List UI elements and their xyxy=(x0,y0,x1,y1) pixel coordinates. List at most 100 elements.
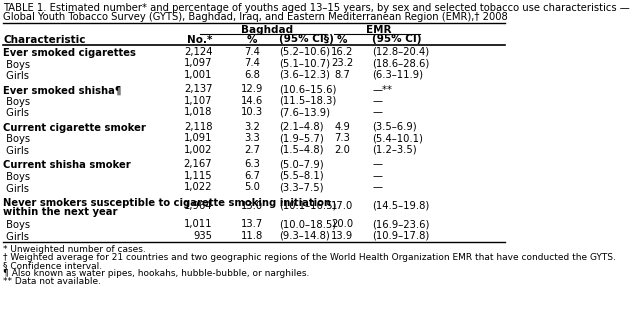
Text: 2,137: 2,137 xyxy=(184,84,212,94)
Text: Boys: Boys xyxy=(3,60,30,70)
Text: 2.7: 2.7 xyxy=(244,145,260,155)
Text: Girls: Girls xyxy=(3,232,29,242)
Text: Girls: Girls xyxy=(3,71,29,81)
Text: Baghdad: Baghdad xyxy=(242,25,294,35)
Text: (95% CI§): (95% CI§) xyxy=(279,34,334,44)
Text: 3.2: 3.2 xyxy=(244,122,260,132)
Text: (95% CI): (95% CI) xyxy=(372,34,422,44)
Text: (9.3–14.8): (9.3–14.8) xyxy=(279,231,329,241)
Text: (10.0–18.5): (10.0–18.5) xyxy=(279,219,336,229)
Text: 12.9: 12.9 xyxy=(241,84,263,94)
Text: (18.6–28.6): (18.6–28.6) xyxy=(372,58,429,68)
Text: * Unweighted number of cases.: * Unweighted number of cases. xyxy=(3,246,146,255)
Text: 1,097: 1,097 xyxy=(184,58,212,68)
Text: (1.5–4.8): (1.5–4.8) xyxy=(279,145,324,155)
Text: (5.2–10.6): (5.2–10.6) xyxy=(279,47,330,57)
Text: ¶ Also known as water pipes, hookahs, hubble-bubble, or narghiles.: ¶ Also known as water pipes, hookahs, hu… xyxy=(3,270,310,278)
Text: —**: —** xyxy=(372,84,392,94)
Text: ** Data not available.: ** Data not available. xyxy=(3,278,101,286)
Text: (10.1–16.5): (10.1–16.5) xyxy=(279,201,337,211)
Text: 4.9: 4.9 xyxy=(335,122,350,132)
Text: 1,018: 1,018 xyxy=(184,107,212,117)
Text: Boys: Boys xyxy=(3,220,30,231)
Text: 13.9: 13.9 xyxy=(331,231,353,241)
Text: —: — xyxy=(372,182,383,192)
Text: 1,107: 1,107 xyxy=(184,96,212,106)
Text: Boys: Boys xyxy=(3,97,30,107)
Text: 6.3: 6.3 xyxy=(244,159,260,169)
Text: Girls: Girls xyxy=(3,108,29,118)
Text: (3.3–7.5): (3.3–7.5) xyxy=(279,182,324,192)
Text: No.*: No.* xyxy=(187,35,212,45)
Text: (3.5–6.9): (3.5–6.9) xyxy=(372,122,417,132)
Text: within the next year: within the next year xyxy=(3,207,118,217)
Text: 7.4: 7.4 xyxy=(244,58,260,68)
Text: (6.3–11.9): (6.3–11.9) xyxy=(372,70,424,80)
Text: (5.0–7.9): (5.0–7.9) xyxy=(279,159,324,169)
Text: (10.6–15.6): (10.6–15.6) xyxy=(279,84,337,94)
Text: 1,115: 1,115 xyxy=(184,171,212,181)
Text: Boys: Boys xyxy=(3,135,30,145)
Text: Ever smoked cigarettes: Ever smoked cigarettes xyxy=(3,48,136,58)
Text: —: — xyxy=(372,107,383,117)
Text: TABLE 1. Estimated number* and percentage of youths aged 13–15 years, by sex and: TABLE 1. Estimated number* and percentag… xyxy=(3,3,630,13)
Text: 1,091: 1,091 xyxy=(184,133,212,143)
Text: 1,964: 1,964 xyxy=(184,201,212,211)
Text: 2,118: 2,118 xyxy=(184,122,212,132)
Text: Boys: Boys xyxy=(3,172,30,182)
Text: (1.9–5.7): (1.9–5.7) xyxy=(279,133,324,143)
Text: § Confidence interval.: § Confidence interval. xyxy=(3,262,103,271)
Text: 10.3: 10.3 xyxy=(241,107,263,117)
Text: —: — xyxy=(372,96,383,106)
Text: 2.0: 2.0 xyxy=(335,145,350,155)
Text: 20.0: 20.0 xyxy=(331,219,353,229)
Text: (1.2–3.5): (1.2–3.5) xyxy=(372,145,417,155)
Text: 1,002: 1,002 xyxy=(184,145,212,155)
Text: (7.6–13.9): (7.6–13.9) xyxy=(279,107,330,117)
Text: 1,022: 1,022 xyxy=(184,182,212,192)
Text: %: % xyxy=(247,35,257,45)
Text: Global Youth Tobacco Survey (GYTS), Baghdad, Iraq, and Eastern Mediterranean Reg: Global Youth Tobacco Survey (GYTS), Bagh… xyxy=(3,12,508,22)
Text: 1,001: 1,001 xyxy=(184,70,212,80)
Text: Current cigarette smoker: Current cigarette smoker xyxy=(3,123,146,133)
Text: 11.8: 11.8 xyxy=(241,231,263,241)
Text: † Weighted average for 21 countries and two geographic regions of the World Heal: † Weighted average for 21 countries and … xyxy=(3,254,616,263)
Text: (5.4–10.1): (5.4–10.1) xyxy=(372,133,423,143)
Text: (14.5–19.8): (14.5–19.8) xyxy=(372,201,429,211)
Text: 935: 935 xyxy=(194,231,212,241)
Text: 8.7: 8.7 xyxy=(335,70,350,80)
Text: —: — xyxy=(372,159,383,169)
Text: (2.1–4.8): (2.1–4.8) xyxy=(279,122,324,132)
Text: Ever smoked shisha¶: Ever smoked shisha¶ xyxy=(3,85,121,95)
Text: (5.5–8.1): (5.5–8.1) xyxy=(279,171,324,181)
Text: Characteristic: Characteristic xyxy=(3,35,86,45)
Text: —: — xyxy=(372,171,383,181)
Text: (11.5–18.3): (11.5–18.3) xyxy=(279,96,336,106)
Text: 6.8: 6.8 xyxy=(244,70,260,80)
Text: 7.3: 7.3 xyxy=(335,133,350,143)
Text: 17.0: 17.0 xyxy=(331,201,353,211)
Text: 13.0: 13.0 xyxy=(241,201,263,211)
Text: EMR: EMR xyxy=(367,25,392,35)
Text: (16.9–23.6): (16.9–23.6) xyxy=(372,219,430,229)
Text: (3.6–12.3): (3.6–12.3) xyxy=(279,70,330,80)
Text: Current shisha smoker: Current shisha smoker xyxy=(3,160,131,170)
Text: 13.7: 13.7 xyxy=(241,219,263,229)
Text: (12.8–20.4): (12.8–20.4) xyxy=(372,47,429,57)
Text: 23.2: 23.2 xyxy=(331,58,353,68)
Text: 2,124: 2,124 xyxy=(184,47,212,57)
Text: Girls: Girls xyxy=(3,146,29,156)
Text: 6.7: 6.7 xyxy=(244,171,260,181)
Text: 3.3: 3.3 xyxy=(244,133,260,143)
Text: (5.1–10.7): (5.1–10.7) xyxy=(279,58,330,68)
Text: (10.9–17.8): (10.9–17.8) xyxy=(372,231,429,241)
Text: 14.6: 14.6 xyxy=(241,96,263,106)
Text: Never smokers susceptible to cigarette smoking initiation: Never smokers susceptible to cigarette s… xyxy=(3,198,331,208)
Text: 5.0: 5.0 xyxy=(244,182,260,192)
Text: %: % xyxy=(337,35,347,45)
Text: Girls: Girls xyxy=(3,183,29,194)
Text: 2,167: 2,167 xyxy=(184,159,212,169)
Text: 7.4: 7.4 xyxy=(244,47,260,57)
Text: 1,011: 1,011 xyxy=(184,219,212,229)
Text: 16.2: 16.2 xyxy=(331,47,353,57)
